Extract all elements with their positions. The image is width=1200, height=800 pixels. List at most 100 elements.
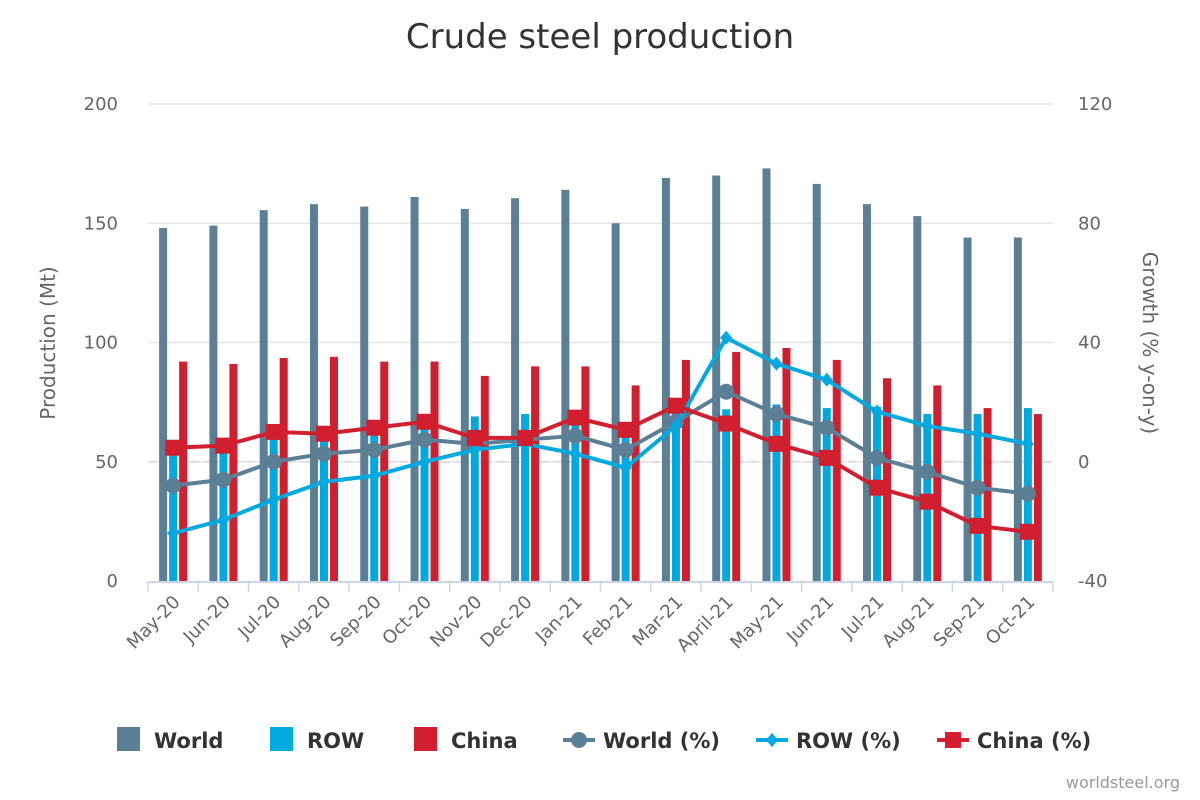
data-point <box>418 454 431 469</box>
bar-china <box>430 361 439 581</box>
data-point <box>217 512 230 527</box>
data-point <box>818 449 835 466</box>
data-point <box>969 517 986 534</box>
data-point <box>871 404 884 419</box>
x-tick-label: April-21 <box>673 592 738 657</box>
legend-label: China <box>451 729 518 753</box>
data-point <box>971 426 984 441</box>
line-series <box>172 335 1029 536</box>
data-point <box>165 477 182 494</box>
data-point <box>919 493 936 510</box>
bar-china <box>480 375 489 581</box>
y-tick-label: 100 <box>84 333 118 354</box>
data-point <box>416 431 433 448</box>
bar-row <box>822 408 831 581</box>
y-axis-label: Production (Mt) <box>36 266 60 419</box>
y-tick-label: 200 <box>84 94 118 115</box>
bar-row <box>219 442 228 581</box>
bar-china <box>329 356 338 581</box>
bar-world <box>309 204 318 582</box>
data-point <box>517 429 534 446</box>
x-tick-label: Sep-20 <box>326 592 386 652</box>
data-point <box>265 453 282 470</box>
bar-world <box>762 168 771 581</box>
y-tick-label: 150 <box>84 213 118 234</box>
y-tick-label: 50 <box>95 452 118 473</box>
bar-world <box>159 228 168 581</box>
bar-china <box>933 385 942 581</box>
x-tick-label: Jan-21 <box>531 592 587 648</box>
x-tick-label: Aug-21 <box>878 592 938 652</box>
data-point <box>317 474 330 489</box>
data-point <box>718 415 735 432</box>
bar-china <box>883 378 892 581</box>
legend-item[interactable]: ROW (%) <box>756 729 901 753</box>
legend-item[interactable]: China (%) <box>937 729 1091 753</box>
bar-world <box>460 208 469 581</box>
data-point <box>869 449 886 466</box>
data-point <box>718 383 735 400</box>
data-point <box>667 397 684 414</box>
credit-link[interactable]: worldsteel.org <box>1066 773 1180 792</box>
bar-row <box>621 423 630 581</box>
bar-row <box>973 414 982 581</box>
x-tick-label: Jun-20 <box>179 592 235 648</box>
series-ROW (%) <box>167 330 1034 541</box>
data-point <box>468 442 481 457</box>
legend-item[interactable]: World (%) <box>563 729 720 753</box>
bar-row <box>571 411 580 581</box>
line-series <box>173 403 1029 534</box>
data-point <box>567 427 584 444</box>
bar-china <box>782 347 791 581</box>
bar-world <box>611 223 620 581</box>
bar-world <box>259 210 268 581</box>
bar-world <box>963 237 972 581</box>
data-point <box>368 468 381 483</box>
bar-world <box>812 183 821 581</box>
legend-item[interactable]: ROW <box>270 727 364 753</box>
bar-world <box>913 216 922 581</box>
legend-label: ROW <box>307 729 364 753</box>
data-point <box>315 445 332 462</box>
bar-world <box>360 206 369 581</box>
data-point <box>315 425 332 442</box>
legend-item[interactable]: China <box>414 727 518 753</box>
bar-china <box>832 359 841 581</box>
bar-world <box>511 198 520 581</box>
data-point <box>921 418 934 433</box>
bar-row <box>370 430 379 581</box>
y2-tick-label: -40 <box>1078 571 1107 592</box>
data-point <box>567 409 584 426</box>
data-point <box>165 439 182 456</box>
data-point <box>267 492 280 507</box>
line-series <box>172 389 1029 496</box>
legend-marker <box>945 732 961 748</box>
bar-row <box>470 416 479 581</box>
bar-row <box>772 404 781 581</box>
bar-china <box>1033 414 1042 581</box>
data-point <box>466 429 483 446</box>
data-point <box>969 479 986 496</box>
bar-world <box>1013 237 1022 581</box>
bar-row <box>169 447 178 581</box>
bar-china <box>581 366 590 581</box>
data-point <box>366 419 383 436</box>
legend-swatch <box>414 727 437 751</box>
data-point <box>265 423 282 440</box>
legend-item[interactable]: World <box>117 727 223 753</box>
y2-tick-label: 40 <box>1078 333 1101 354</box>
bar-china <box>681 359 690 581</box>
x-tick-label: Oct-20 <box>378 592 436 650</box>
y-tick-label: 0 <box>107 571 118 592</box>
chart-title: Crude steel production <box>406 17 794 57</box>
bar-china <box>229 363 238 581</box>
data-point <box>770 356 783 371</box>
legend-label: ROW (%) <box>796 729 901 753</box>
x-tick-label: Sep-21 <box>929 592 989 652</box>
x-tick-label: May-20 <box>123 592 185 654</box>
data-point <box>1019 523 1036 540</box>
bar-china <box>732 352 741 581</box>
legend-marker <box>766 733 778 747</box>
data-point <box>869 479 886 496</box>
